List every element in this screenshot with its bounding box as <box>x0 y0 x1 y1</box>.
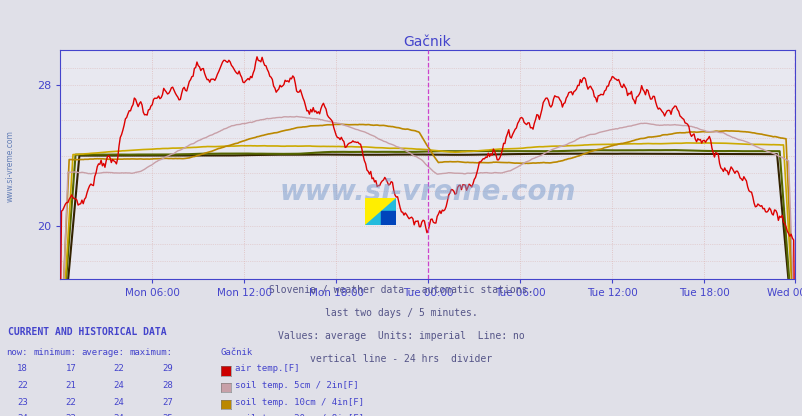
Text: 28: 28 <box>162 381 172 390</box>
Text: maximum:: maximum: <box>129 348 172 357</box>
Text: Values: average  Units: imperial  Line: no: Values: average Units: imperial Line: no <box>277 331 525 341</box>
Text: last two days / 5 minutes.: last two days / 5 minutes. <box>325 308 477 318</box>
Text: 18: 18 <box>18 364 28 374</box>
Text: minimum:: minimum: <box>33 348 76 357</box>
Text: 17: 17 <box>66 364 76 374</box>
Text: now:: now: <box>6 348 28 357</box>
Polygon shape <box>365 198 395 225</box>
Text: 27: 27 <box>162 398 172 407</box>
Text: Gačnik: Gačnik <box>221 348 253 357</box>
Text: Slovenia / weather data - automatic stations.: Slovenia / weather data - automatic stat… <box>269 285 533 295</box>
Text: 29: 29 <box>162 364 172 374</box>
Text: soil temp. 10cm / 4in[F]: soil temp. 10cm / 4in[F] <box>235 398 364 407</box>
Text: 24: 24 <box>114 398 124 407</box>
Text: soil temp. 20cm / 8in[F]: soil temp. 20cm / 8in[F] <box>235 414 364 416</box>
Text: vertical line - 24 hrs  divider: vertical line - 24 hrs divider <box>310 354 492 364</box>
Text: 24: 24 <box>114 381 124 390</box>
Text: 21: 21 <box>66 381 76 390</box>
Text: average:: average: <box>81 348 124 357</box>
Text: 22: 22 <box>18 381 28 390</box>
Text: CURRENT AND HISTORICAL DATA: CURRENT AND HISTORICAL DATA <box>8 327 167 337</box>
Text: 24: 24 <box>18 414 28 416</box>
Text: 23: 23 <box>18 398 28 407</box>
Text: www.si-vreme.com: www.si-vreme.com <box>279 178 575 206</box>
Text: 22: 22 <box>66 398 76 407</box>
Polygon shape <box>380 211 395 225</box>
Text: 23: 23 <box>66 414 76 416</box>
Text: air temp.[F]: air temp.[F] <box>235 364 299 374</box>
Text: 25: 25 <box>162 414 172 416</box>
Title: Gačnik: Gačnik <box>403 35 451 49</box>
Text: soil temp. 5cm / 2in[F]: soil temp. 5cm / 2in[F] <box>235 381 358 390</box>
Text: 24: 24 <box>114 414 124 416</box>
Text: 22: 22 <box>114 364 124 374</box>
Text: www.si-vreme.com: www.si-vreme.com <box>6 131 15 202</box>
Polygon shape <box>365 198 395 225</box>
